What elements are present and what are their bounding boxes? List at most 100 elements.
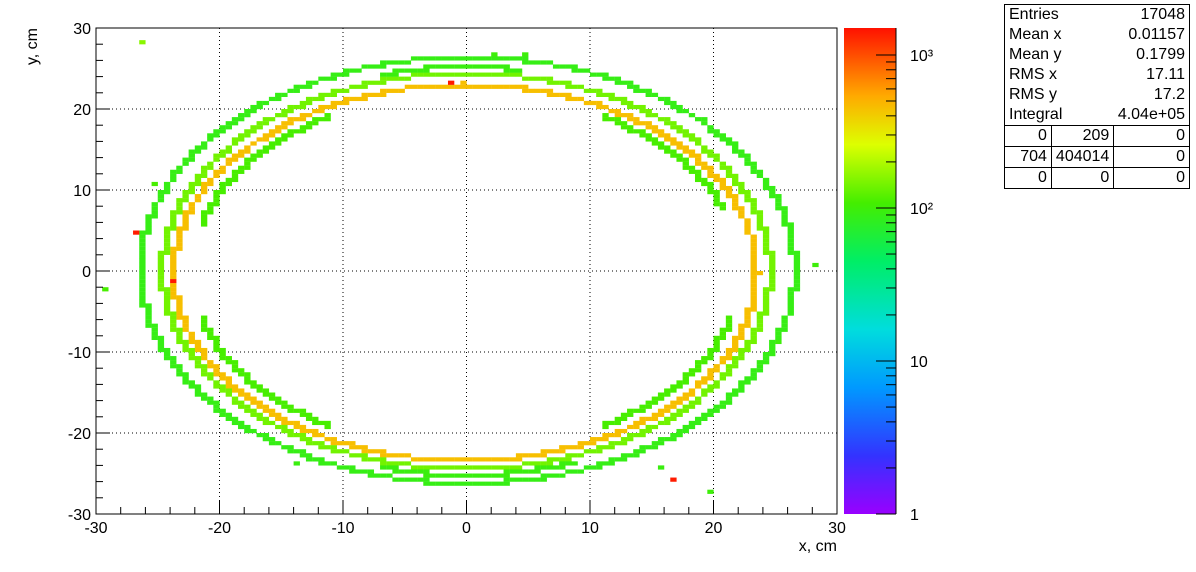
histogram-bin: [713, 339, 720, 345]
histogram-bin: [552, 465, 560, 470]
histogram-bin: [682, 129, 689, 134]
histogram-bin: [410, 72, 418, 77]
histogram-bin: [145, 319, 152, 324]
histogram-bin: [522, 453, 529, 458]
histogram-bin: [163, 185, 171, 191]
histogram-bin: [460, 64, 467, 69]
histogram-bin: [170, 271, 177, 276]
histogram-bin: [435, 56, 442, 61]
y-tick-label: 0: [82, 264, 91, 281]
histogram-bin: [219, 185, 226, 191]
histogram-bin: [287, 408, 294, 413]
stats-label: Mean x: [1003, 25, 1114, 45]
histogram-bin: [694, 153, 702, 158]
histogram-bin: [762, 291, 770, 296]
histogram-bin: [769, 190, 776, 195]
histogram-bin: [503, 473, 510, 478]
histogram-bin: [793, 254, 801, 259]
histogram-bin: [312, 420, 319, 426]
histogram-bin: [275, 96, 282, 102]
histogram-bin: [182, 190, 189, 195]
histogram-bin: [238, 420, 245, 426]
histogram-bin: [725, 392, 733, 397]
histogram-bin: [182, 315, 189, 320]
histogram-bin: [627, 100, 634, 106]
histogram-bin: [200, 210, 208, 215]
histogram-bin: [170, 283, 177, 288]
histogram-bin: [380, 80, 387, 85]
histogram-bin: [213, 169, 220, 174]
histogram-bin: [756, 319, 764, 324]
histogram-bin: [744, 380, 751, 385]
histogram-bin: [170, 275, 177, 280]
histogram-bin: [268, 396, 276, 401]
histogram-bin: [509, 469, 517, 474]
histogram-bin: [657, 141, 665, 146]
histogram-bin: [194, 392, 202, 397]
histogram-bin: [719, 206, 726, 211]
histogram-bin: [281, 420, 288, 426]
histogram-bin: [404, 76, 412, 81]
histogram-bin: [744, 347, 751, 353]
histogram-bin: [225, 388, 232, 393]
histogram-bin: [707, 408, 714, 413]
histogram-bin: [219, 412, 226, 417]
histogram-bin: [633, 104, 640, 110]
histogram-bin: [423, 465, 430, 470]
histogram-bin: [664, 404, 671, 409]
histogram-bin: [633, 420, 640, 426]
histogram-bin: [349, 96, 356, 102]
histogram-bin: [145, 222, 152, 227]
stats-row: Mean x 0.01157: [1003, 25, 1190, 45]
histogram-bin: [707, 165, 714, 170]
histogram-bin: [596, 465, 603, 470]
histogram-bin: [244, 428, 251, 434]
histogram-bin: [176, 295, 183, 300]
histogram-bin: [707, 384, 714, 389]
histogram-bin: [176, 246, 183, 251]
histogram-bin: [707, 185, 714, 191]
histogram-bin: [200, 222, 208, 227]
histogram-bin: [330, 104, 337, 110]
histogram-bin: [410, 469, 418, 474]
axes: -30 -20 -10 0 10 20 30 -30 -20 -10 0 10 20 30: [68, 21, 846, 537]
histogram-bin: [552, 92, 560, 97]
histogram-bin: [534, 469, 541, 474]
histogram-bin: [602, 72, 609, 77]
histogram-bin: [343, 88, 350, 93]
histogram-bin: [163, 295, 171, 300]
histogram-bin: [417, 68, 424, 73]
histogram-bin: [182, 372, 189, 377]
histogram-bin: [762, 356, 770, 361]
histogram-bin: [756, 169, 764, 174]
histogram-bin: [750, 210, 757, 215]
histogram-bin: [775, 335, 782, 340]
histogram-bin: [491, 52, 498, 57]
histogram-bin: [540, 461, 547, 466]
histogram-bin: [380, 453, 387, 458]
histogram-bin: [188, 190, 195, 195]
histogram-bin: [651, 424, 659, 430]
histogram-bin: [707, 489, 714, 494]
histogram-bin: [386, 461, 393, 466]
histogram-bin: [299, 449, 307, 454]
histogram-bin: [139, 234, 146, 239]
histogram-bin: [608, 76, 615, 81]
histogram-bin: [657, 437, 665, 442]
histogram-bin: [287, 449, 294, 454]
histogram-bin: [194, 388, 202, 393]
histogram-bin: [503, 477, 510, 482]
histogram-bin: [225, 149, 232, 154]
histogram-bin: [546, 80, 554, 85]
histogram-bin: [460, 80, 467, 85]
histogram-bin: [231, 137, 239, 142]
histogram-bin: [781, 222, 788, 227]
histogram-bin: [324, 461, 331, 466]
histogram-bin: [466, 72, 473, 77]
histogram-bin: [781, 315, 788, 320]
histogram-bin: [157, 343, 165, 349]
histogram-bin: [509, 84, 517, 89]
histogram-bin: [762, 352, 770, 357]
histogram-bin: [571, 96, 578, 102]
histogram-bin: [645, 424, 652, 430]
